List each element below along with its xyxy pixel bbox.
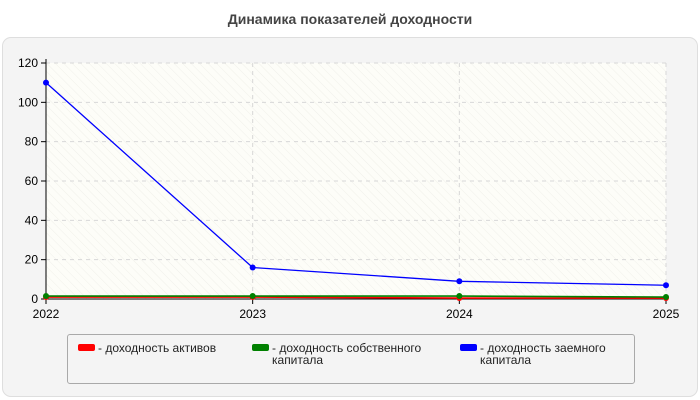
legend-swatch-assets <box>78 344 95 351</box>
series-line-1 <box>46 295 667 298</box>
x-tick-label: 2025 <box>653 307 680 321</box>
series-line-0 <box>46 296 666 299</box>
legend-label-assets: - доходность активов <box>98 341 217 355</box>
x-tick-label: 2024 <box>446 307 473 321</box>
y-tick-label: 20 <box>25 253 39 267</box>
series-point-1 <box>456 293 463 300</box>
x-tick-label: 2023 <box>239 307 266 321</box>
legend-label-equity: - доходность собственного капитала <box>272 341 422 367</box>
y-tick-label: 40 <box>25 213 39 227</box>
x-tick-label: 2022 <box>33 307 60 321</box>
axes <box>41 59 667 304</box>
series-line-2 <box>45 82 667 286</box>
legend-swatch-equity <box>252 344 269 351</box>
y-tick-label: 80 <box>25 135 39 149</box>
y-tick-labels: 0 20 40 60 80 100 120 <box>18 56 38 306</box>
plot-area <box>46 63 666 299</box>
series-point-1 <box>249 293 256 300</box>
legend-swatch-debt <box>460 344 477 351</box>
series-group <box>43 79 669 302</box>
series-point-2 <box>663 282 669 289</box>
legend-label-debt: - доходность заемного капитала <box>480 341 606 367</box>
x-tick-labels: 2022 2023 2024 2025 <box>33 307 680 321</box>
y-tick-label: 0 <box>31 292 38 306</box>
legend: - доходность активов - доходность собств… <box>67 334 635 384</box>
series-point-1 <box>663 294 669 301</box>
series-point-2 <box>249 264 256 271</box>
series-point-2 <box>43 79 49 86</box>
y-tick-label: 120 <box>18 56 38 70</box>
series-point-1 <box>43 293 49 300</box>
y-tick-label: 100 <box>18 95 38 109</box>
series-point-2 <box>456 278 463 285</box>
chart-title: Динамика показателей доходности <box>227 11 473 27</box>
y-tick-label: 60 <box>25 174 39 188</box>
